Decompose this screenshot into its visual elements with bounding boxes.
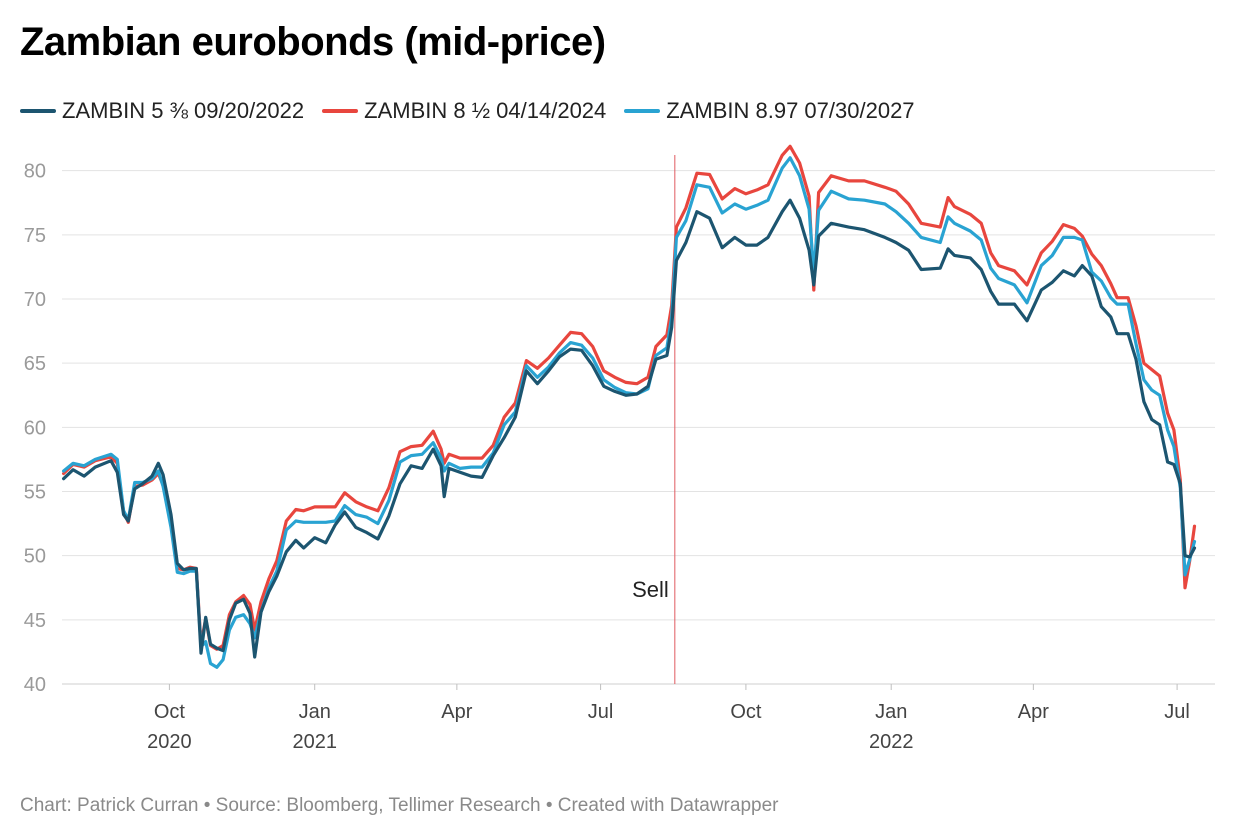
legend-item-zambin-2022: ZAMBIN 5 ⅜ 09/20/2022 <box>20 98 304 124</box>
x-tick-label: Apr <box>1018 701 1049 723</box>
legend-label-zambin-2024: ZAMBIN 8 ½ 04/14/2024 <box>364 98 607 123</box>
legend-swatch-zambin-2027 <box>624 109 661 113</box>
x-tick-label: Jul <box>1164 701 1190 723</box>
x-tick-label: Jan <box>299 701 331 723</box>
legend: ZAMBIN 5 ⅜ 09/20/2022 ZAMBIN 8 ½ 04/14/2… <box>20 98 915 124</box>
legend-label-zambin-2027: ZAMBIN 8.97 07/30/2027 <box>666 98 915 123</box>
y-tick-label: 65 <box>24 353 46 375</box>
legend-swatch-zambin-2022 <box>20 109 56 113</box>
y-tick-label: 45 <box>24 610 46 632</box>
chart-footer: Chart: Patrick Curran • Source: Bloomber… <box>20 795 779 816</box>
series-line-2 <box>62 156 1197 669</box>
chart-title: Zambian eurobonds (mid-price) <box>20 20 606 64</box>
y-tick-label: 75 <box>24 225 46 247</box>
x-tick-year-label: 2022 <box>869 731 914 753</box>
x-tick-label: Oct <box>730 701 762 723</box>
y-tick-label: 80 <box>24 161 46 183</box>
series-lines <box>62 144 1197 669</box>
sell-label: Sell <box>632 577 669 602</box>
x-tick-label: Apr <box>441 701 472 723</box>
series-line-1 <box>62 144 1197 651</box>
y-tick-label: 55 <box>24 482 46 504</box>
legend-item-zambin-2027: ZAMBIN 8.97 07/30/2027 <box>624 98 915 124</box>
y-tick-label: 70 <box>24 289 46 311</box>
series-line-0 <box>62 198 1197 659</box>
legend-item-zambin-2024: ZAMBIN 8 ½ 04/14/2024 <box>322 98 606 124</box>
x-tick-year-label: 2021 <box>292 731 337 753</box>
gridlines <box>62 170 1215 685</box>
y-tick-label: 50 <box>24 546 46 568</box>
x-tick-label: Jan <box>875 701 907 723</box>
legend-swatch-zambin-2024 <box>322 109 359 113</box>
x-tick-label: Oct <box>154 701 186 723</box>
x-axis: Oct 2020 Jan 2021 Apr Jul Oct Jan 2022 Apr Jul <box>147 684 1190 753</box>
y-tick-label: 40 <box>24 674 46 696</box>
x-tick-year-label: 2020 <box>147 731 192 753</box>
legend-label-zambin-2022: ZAMBIN 5 ⅜ 09/20/2022 <box>62 98 305 123</box>
y-tick-label: 60 <box>24 417 46 439</box>
x-tick-label: Jul <box>588 701 614 723</box>
y-axis: 40 45 50 55 60 65 70 75 80 <box>24 161 46 696</box>
